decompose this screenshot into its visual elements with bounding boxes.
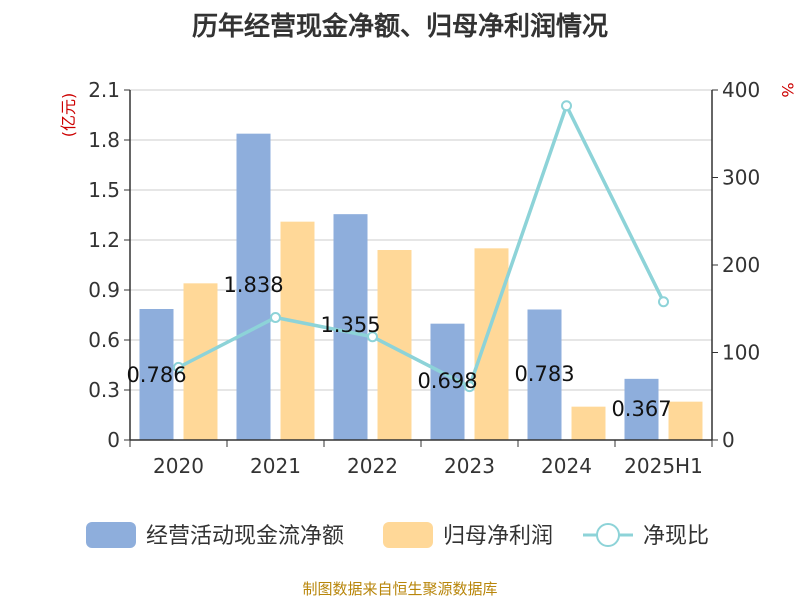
- cashflow-bar: [333, 214, 368, 440]
- right-tick-label: 400: [722, 78, 760, 102]
- bar-series: [139, 133, 703, 440]
- right-tick-label: 200: [722, 253, 760, 277]
- cashflow-data-label: 0.698: [417, 369, 477, 393]
- net-profit-bar: [280, 221, 315, 440]
- x-tick-label: 2020: [153, 454, 204, 478]
- x-tick-label: 2022: [347, 454, 398, 478]
- ratio-point: [173, 361, 184, 373]
- ratio-point: [561, 100, 572, 112]
- left-tick-label: 0: [107, 428, 120, 452]
- net-profit-bar: [668, 401, 703, 440]
- data-labels: 0.786 1.838 1.355 0.698 0.783 0.367: [126, 273, 671, 421]
- ratio-line-series: [173, 100, 669, 393]
- ratio-legend-marker: [596, 523, 620, 547]
- x-tick-label: 2021: [250, 454, 301, 478]
- right-tick-label: 300: [722, 166, 760, 190]
- cashflow-data-label: 1.838: [223, 273, 283, 297]
- ratio-point: [658, 296, 669, 308]
- x-tick-label: 2024: [541, 454, 592, 478]
- net-profit-bar: [474, 248, 509, 440]
- x-tick-label: 2025H1: [624, 454, 703, 478]
- ratio-legend-label: 净现比: [643, 524, 709, 549]
- net-profit-legend-label: 归母净利润: [443, 524, 553, 549]
- cashflow-data-label: 0.783: [514, 362, 574, 386]
- cashflow-bar: [527, 309, 562, 440]
- cashflow-legend-label: 经营活动现金流净额: [146, 524, 344, 549]
- cashflow-data-label: 0.367: [611, 397, 671, 421]
- left-axis-title: (亿元): [59, 93, 78, 138]
- right-tick-label: 100: [722, 341, 760, 365]
- left-tick-label: 0.6: [88, 328, 120, 352]
- legend: 经营活动现金流净额 归母净利润 净现比: [86, 522, 709, 549]
- ratio-point: [464, 381, 475, 393]
- left-tick-label: 0.9: [88, 278, 120, 302]
- ratio-point: [367, 331, 378, 343]
- left-tick-label: 1.2: [88, 228, 120, 252]
- x-tick-label: 2023: [444, 454, 495, 478]
- cashflow-data-label: 0.786: [126, 363, 186, 387]
- cashflow-bar: [236, 133, 271, 440]
- chart-title: 历年经营现金净额、归母净利润情况: [191, 12, 608, 42]
- net-profit-bar: [571, 406, 606, 440]
- cashflow-bar: [624, 378, 659, 440]
- cashflow-legend-swatch: [86, 522, 136, 548]
- left-tick-label: 1.8: [88, 128, 120, 152]
- right-axis-title: %: [778, 82, 797, 97]
- left-tick-label: 1.5: [88, 178, 120, 202]
- cashflow-data-label: 1.355: [320, 313, 380, 337]
- source-note: 制图数据来自恒生聚源数据库: [302, 580, 498, 598]
- right-tick-label: 0: [722, 428, 735, 452]
- ratio-line: [177, 101, 666, 390]
- net-profit-legend-swatch: [383, 522, 433, 548]
- cashflow-bar: [139, 309, 174, 440]
- left-tick-label: 0.3: [88, 378, 120, 402]
- axes: 0 0.3 0.6 0.9 1.2 1.5 1.8 2.1 0 100 200 300 400 (亿元)%…: [59, 78, 797, 478]
- net-profit-bar: [377, 250, 412, 440]
- left-tick-label: 2.1: [88, 78, 120, 102]
- ratio-point: [270, 312, 281, 323]
